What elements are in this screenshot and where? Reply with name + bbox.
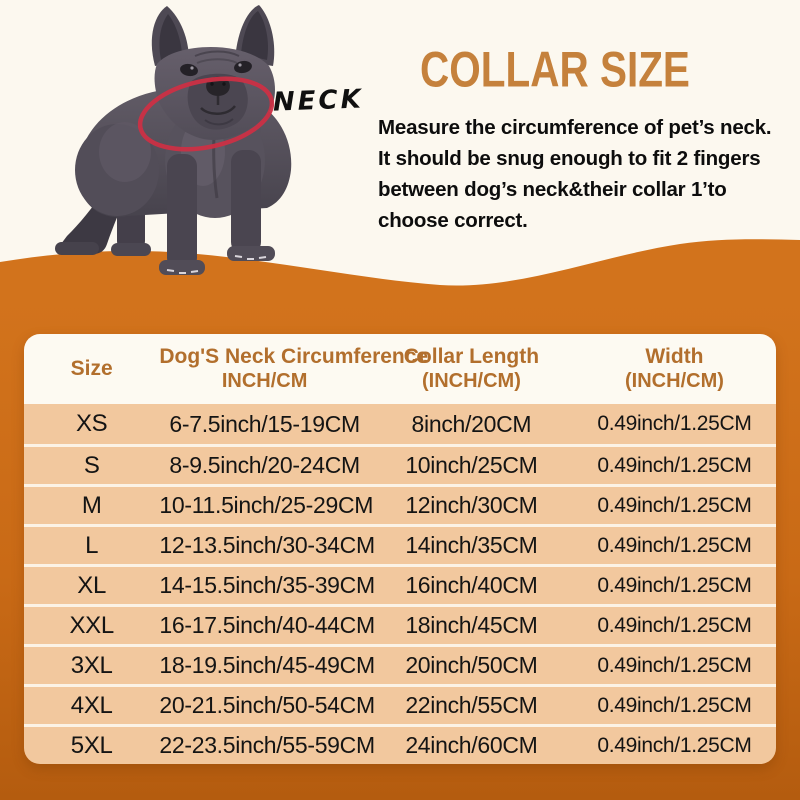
row-neck-circumference: 14-15.5inch/35-39CM [159, 572, 375, 598]
row-neck-circumference: 6-7.5inch/15-19CM [169, 410, 360, 437]
dog-eye [180, 63, 198, 77]
table-row: S 8-9.5inch/20-24CM 10inch/25CM 0.49inch… [24, 444, 776, 484]
row-size-label: 4XL [70, 691, 113, 719]
row-size-label: L [85, 531, 99, 559]
header-cell-neck-circumference: Dog'S Neck Circumference INCH/CM [159, 345, 429, 392]
row-collar-length: 18inch/45CM [405, 612, 538, 638]
row-width: 0.49inch/1.25CM [597, 613, 752, 637]
table-row: 5XL 22-23.5inch/55-59CM 24inch/60CM 0.49… [24, 724, 776, 764]
row-size-label: 3XL [70, 651, 113, 679]
row-width: 0.49inch/1.25CM [597, 533, 752, 557]
row-collar-length: 16inch/40CM [405, 572, 538, 598]
row-neck-circumference: 8-9.5inch/20-24CM [169, 452, 360, 478]
row-size-label: 5XL [70, 731, 113, 759]
neck-label: NECK [272, 84, 365, 118]
row-collar-length: 8inch/20CM [411, 410, 532, 437]
header-cell-width: Width (INCH/CM) [625, 345, 724, 392]
row-width: 0.49inch/1.25CM [597, 733, 752, 757]
row-size-label: XXL [69, 611, 114, 639]
row-collar-length: 14inch/35CM [405, 532, 538, 558]
row-collar-length: 24inch/60CM [405, 732, 538, 758]
dog-front-leg [167, 154, 197, 270]
instruction-line: choose correct. [378, 209, 528, 232]
header-cell-collar-length: Collar Length (INCH/CM) [403, 345, 540, 392]
row-size-label: XL [77, 571, 107, 599]
neck-measure-ring [137, 76, 275, 152]
instruction-line: Measure the circumference of pet’s neck. [378, 116, 772, 139]
header-cell-size: Size [70, 357, 113, 380]
row-neck-circumference: 20-21.5inch/50-54CM [159, 692, 375, 718]
page-title: COLLAR SIZE [420, 41, 690, 98]
instruction-line: It should be snug enough to fit 2 finger… [378, 147, 761, 170]
row-collar-length: 22inch/55CM [405, 692, 538, 718]
instruction-line: between dog’s neck&their collar 1’to [378, 178, 727, 201]
row-width: 0.49inch/1.25CM [597, 653, 752, 677]
table-row: XXL 16-17.5inch/40-44CM 18inch/45CM 0.49… [24, 604, 776, 644]
row-size-label: XS [75, 410, 108, 437]
row-collar-length: 20inch/50CM [405, 652, 538, 678]
row-neck-circumference: 10-11.5inch/25-29CM [159, 492, 374, 518]
table-row: XL 14-15.5inch/35-39CM 16inch/40CM 0.49i… [24, 564, 776, 604]
table-row: XS 6-7.5inch/15-19CM 8inch/20CM 0.49inch… [24, 404, 776, 444]
size-table-body: XS 6-7.5inch/15-19CM 8inch/20CM 0.49inch… [24, 404, 776, 764]
row-neck-circumference: 22-23.5inch/55-59CM [159, 732, 375, 758]
row-neck-circumference: 18-19.5inch/45-49CM [159, 652, 375, 678]
row-neck-circumference: 12-13.5inch/30-34CM [159, 532, 375, 558]
row-width: 0.49inch/1.25CM [597, 453, 752, 477]
wave-divider [0, 239, 800, 308]
instructions-text: Measure the circumference of pet’s neck.… [378, 112, 792, 236]
row-collar-length: 10inch/25CM [405, 452, 538, 478]
table-row: L 12-13.5inch/30-34CM 14inch/35CM 0.49in… [24, 524, 776, 564]
row-width: 0.49inch/1.25CM [597, 693, 752, 717]
row-width: 0.49inch/1.25CM [597, 493, 752, 517]
table-row: M 10-11.5inch/25-29CM 12inch/30CM 0.49in… [24, 484, 776, 524]
row-size-label: M [81, 491, 102, 519]
row-width: 0.49inch/1.25CM [597, 573, 752, 597]
row-width: 0.49inch/1.25CM [597, 412, 752, 435]
size-table-header: Size Dog'S Neck Circumference INCH/CM Co… [24, 334, 776, 404]
table-row: 3XL 18-19.5inch/45-49CM 20inch/50CM 0.49… [24, 644, 776, 684]
table-row: 4XL 20-21.5inch/50-54CM 22inch/55CM 0.49… [24, 684, 776, 724]
row-collar-length: 12inch/30CM [405, 492, 538, 518]
row-size-label: S [83, 451, 100, 479]
size-table-card: Size Dog'S Neck Circumference INCH/CM Co… [24, 334, 776, 764]
row-neck-circumference: 16-17.5inch/40-44CM [159, 612, 375, 638]
dog-eye [234, 60, 252, 74]
dog-illustration [55, 5, 292, 275]
